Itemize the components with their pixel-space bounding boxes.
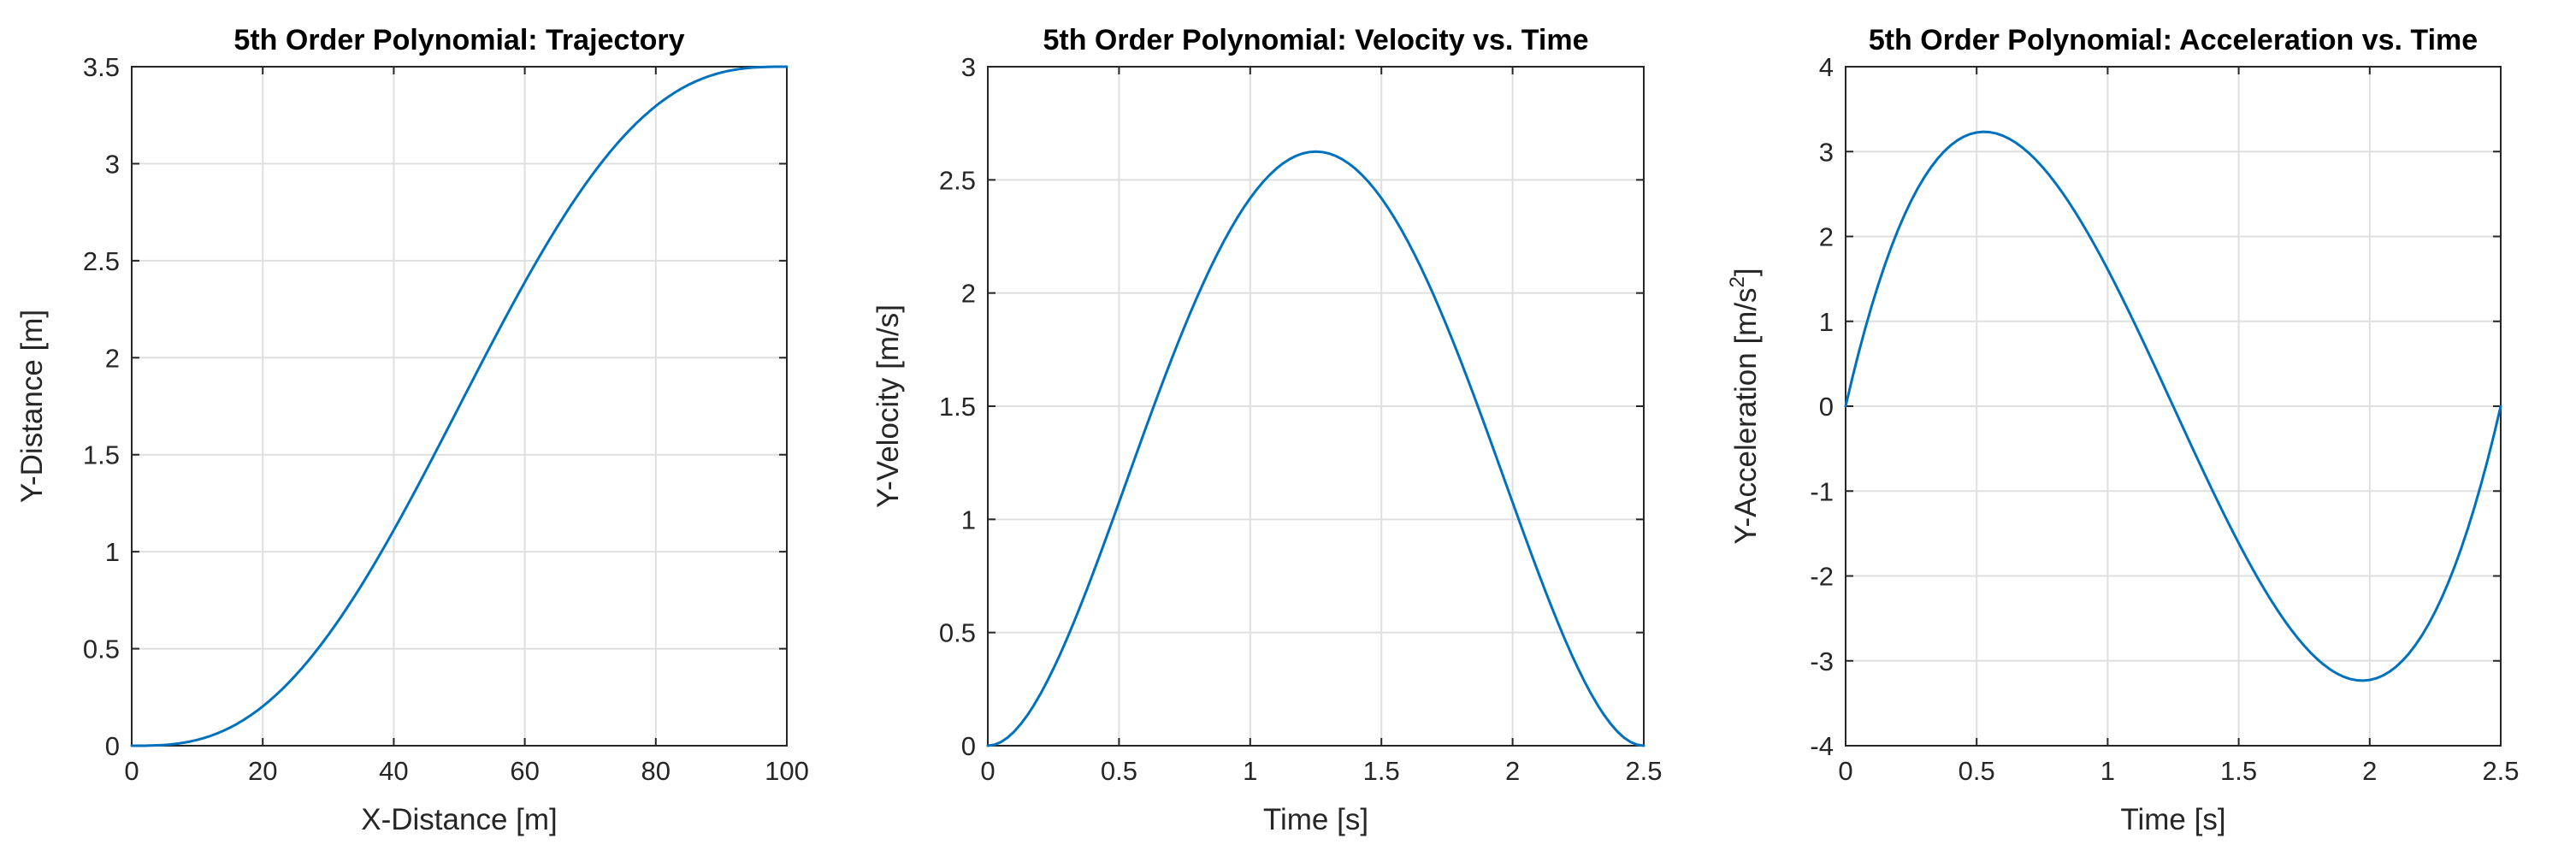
velocity-y-tick-label: 1 — [961, 505, 976, 534]
acceleration-y-tick-label: -4 — [1810, 731, 1834, 761]
acceleration-y-tick-label: -1 — [1810, 476, 1834, 506]
acceleration-y-tick-label: -3 — [1810, 647, 1834, 676]
trajectory-x-tick-label: 0 — [124, 756, 139, 786]
acceleration-y-tick-label: 3 — [1819, 137, 1834, 167]
acceleration-x-tick-label: 0 — [1838, 756, 1852, 786]
velocity-x-tick-label: 1 — [1243, 756, 1257, 786]
acceleration-y-tick-label: 0 — [1819, 392, 1834, 422]
trajectory-y-tick-label: 3 — [105, 149, 120, 179]
trajectory-y-tick-label: 3.5 — [83, 52, 120, 82]
trajectory-x-tick-label: 20 — [248, 756, 277, 786]
velocity-y-tick-label: 2 — [961, 279, 976, 309]
velocity-x-axis-label: Time [s] — [1263, 803, 1368, 836]
acceleration-y-axis-label: Y-Acceleration [m/s2] — [1726, 268, 1763, 544]
trajectory-title: 5th Order Polynomial: Trajectory — [233, 24, 684, 56]
acceleration-y-tick-label: 2 — [1819, 222, 1834, 252]
trajectory-x-tick-label: 60 — [510, 756, 539, 786]
velocity-chart: 0 0.5 1 1.5 2 2.5 0 0.5 1 1.5 2 2.5 3 5th Order Polyn… — [871, 24, 1663, 836]
velocity-y-tick-label: 1.5 — [939, 392, 976, 422]
acceleration-x-tick-label: 1 — [2100, 756, 2115, 786]
trajectory-y-tick-label: 1.5 — [83, 440, 120, 470]
acceleration-y-tick-label: 1 — [1819, 307, 1834, 337]
velocity-y-tick-label: 0 — [961, 731, 976, 761]
trajectory-axes-frame — [131, 66, 788, 747]
acceleration-x-tick-label: 1.5 — [2220, 756, 2257, 786]
acceleration-x-tick-label: 2 — [2362, 756, 2377, 786]
trajectory-y-tick-label: 0 — [105, 731, 120, 761]
velocity-x-tick-label: 0.5 — [1101, 756, 1137, 786]
velocity-series-line — [986, 150, 1645, 747]
acceleration-x-tick-label: 2.5 — [2482, 756, 2519, 786]
trajectory-y-axis-label: Y-Distance [m] — [15, 310, 49, 503]
trajectory-y-tick-label: 0.5 — [83, 635, 120, 664]
trajectory-x-axis-label: X-Distance [m] — [361, 803, 558, 836]
trajectory-x-tick-label: 40 — [379, 756, 408, 786]
velocity-title: 5th Order Polynomial: Velocity vs. Time — [1043, 24, 1588, 56]
velocity-y-tick-label: 3 — [961, 52, 976, 82]
acceleration-chart: 0 0.5 1 1.5 2 2.5 -4 -3 -2 -1 0 1 2 3 4 5th Order Polyn… — [1726, 24, 2520, 836]
trajectory-x-tick-label: 100 — [765, 756, 809, 786]
trajectory-x-tick-label: 80 — [641, 756, 671, 786]
velocity-x-tick-label: 2 — [1505, 756, 1520, 786]
velocity-y-tick-label: 2.5 — [939, 165, 976, 195]
acceleration-x-tick-label: 0.5 — [1959, 756, 1995, 786]
velocity-x-tick-label: 1.5 — [1363, 756, 1400, 786]
velocity-y-axis-label: Y-Velocity [m/s] — [871, 304, 905, 508]
trajectory-chart: 0 20 40 60 80 100 0 0.5 1 1.5 2 2.5 3 3.5 5th Order Po… — [15, 24, 809, 836]
acceleration-y-tick-label: 4 — [1819, 52, 1834, 82]
trajectory-y-tick-label: 2.5 — [83, 246, 120, 276]
trajectory-series-line — [130, 65, 789, 747]
acceleration-series-line — [1844, 130, 2502, 682]
trajectory-y-tick-label: 1 — [105, 537, 120, 567]
acceleration-y-tick-label: -2 — [1810, 562, 1834, 592]
velocity-y-tick-label: 0.5 — [939, 618, 976, 648]
trajectory-y-tick-label: 2 — [105, 343, 120, 373]
acceleration-x-axis-label: Time [s] — [2120, 803, 2225, 836]
velocity-x-tick-label: 0 — [980, 756, 995, 786]
acceleration-title: 5th Order Polynomial: Acceleration vs. T… — [1869, 24, 2478, 56]
velocity-x-tick-label: 2.5 — [1625, 756, 1662, 786]
